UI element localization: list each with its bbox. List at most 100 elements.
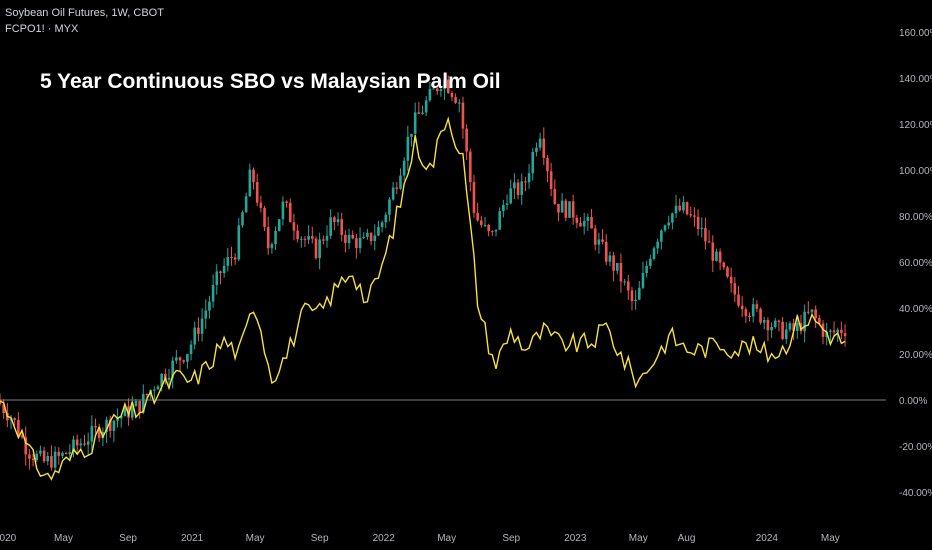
candle-body bbox=[255, 182, 259, 203]
candle-body bbox=[208, 301, 211, 311]
candle-body bbox=[197, 327, 200, 334]
candle-body bbox=[498, 211, 501, 230]
candle-body bbox=[454, 97, 457, 103]
candle-body bbox=[480, 220, 483, 225]
candle-body bbox=[612, 255, 615, 271]
candle-body bbox=[674, 205, 678, 214]
candle-body bbox=[788, 323, 792, 330]
candle-body bbox=[112, 420, 116, 431]
candle-body bbox=[119, 416, 123, 419]
candle-body bbox=[333, 217, 336, 222]
y-tick-label: -40.00% bbox=[899, 488, 932, 499]
candle-body bbox=[116, 418, 119, 421]
candle-body bbox=[557, 203, 560, 213]
candle-body bbox=[755, 304, 759, 309]
candle-body bbox=[171, 360, 174, 378]
candle-body bbox=[671, 213, 674, 223]
candle-body bbox=[31, 458, 35, 461]
x-tick-label: 2021 bbox=[181, 533, 204, 544]
candle-body bbox=[252, 169, 255, 183]
candle-body bbox=[64, 452, 68, 454]
candle-body bbox=[270, 244, 274, 249]
candle-body bbox=[773, 320, 777, 327]
candle-body bbox=[248, 169, 252, 197]
x-tick-label: May bbox=[629, 533, 648, 544]
candle-body bbox=[836, 329, 840, 333]
y-tick-label: 0.00% bbox=[899, 396, 927, 407]
candle-body bbox=[652, 248, 656, 259]
candle-body bbox=[630, 290, 634, 302]
candle-body bbox=[803, 311, 806, 332]
candle-body bbox=[663, 225, 667, 231]
candle-body bbox=[17, 419, 20, 436]
candle-body bbox=[362, 236, 366, 238]
candle-body bbox=[226, 257, 230, 266]
y-tick-label: 120.00% bbox=[899, 120, 932, 131]
x-tick-label: 2023 bbox=[564, 533, 587, 544]
candle-body bbox=[230, 257, 233, 259]
candle-body bbox=[303, 238, 307, 240]
candle-body bbox=[336, 219, 340, 222]
candle-body bbox=[843, 333, 847, 337]
candle-body bbox=[626, 281, 630, 291]
candle-body bbox=[13, 418, 16, 420]
candle-body bbox=[366, 232, 369, 237]
candle-body bbox=[770, 326, 773, 331]
compare-line-series bbox=[0, 116, 846, 481]
candle-body bbox=[296, 230, 299, 240]
candle-body bbox=[123, 406, 127, 417]
candle-body bbox=[97, 427, 101, 439]
candle-body bbox=[182, 360, 186, 362]
y-tick-label: 40.00% bbox=[899, 304, 932, 315]
y-tick-label: 20.00% bbox=[899, 350, 932, 361]
candle-body bbox=[748, 315, 751, 317]
candle-body bbox=[108, 419, 112, 431]
candle-body bbox=[127, 406, 130, 418]
x-tick-label: Sep bbox=[502, 533, 520, 544]
candle-body bbox=[432, 88, 435, 90]
candle-body bbox=[417, 112, 421, 114]
x-tick-label: 2022 bbox=[373, 533, 396, 544]
candle-body bbox=[72, 439, 75, 453]
candle-body bbox=[520, 181, 524, 195]
candle-body bbox=[505, 203, 509, 205]
candle-body bbox=[388, 199, 391, 215]
candle-body bbox=[435, 88, 439, 92]
candle-body bbox=[491, 231, 494, 233]
compare-legend[interactable]: FCPO1! · MYX bbox=[5, 23, 79, 35]
candle-body bbox=[90, 425, 94, 442]
candle-body bbox=[241, 212, 244, 226]
candle-body bbox=[524, 181, 527, 183]
candle-body bbox=[608, 255, 612, 262]
candle-body bbox=[579, 222, 582, 227]
candle-body bbox=[274, 230, 277, 245]
symbol-legend[interactable]: Soybean Oil Futures, 1W, CBOT bbox=[5, 7, 164, 19]
candle-body bbox=[623, 281, 626, 283]
y-tick-label: 60.00% bbox=[899, 258, 932, 269]
candle-body bbox=[744, 309, 748, 316]
candle-body bbox=[689, 214, 693, 216]
candle-body bbox=[2, 404, 5, 414]
candle-body bbox=[35, 453, 39, 461]
candle-body bbox=[641, 273, 645, 288]
candle-body bbox=[75, 439, 79, 446]
candle-body bbox=[722, 262, 726, 268]
candle-body bbox=[358, 237, 362, 249]
candle-body bbox=[285, 201, 288, 203]
candle-body bbox=[307, 236, 310, 240]
candle-body bbox=[685, 202, 689, 215]
candle-body bbox=[237, 225, 241, 260]
candle-body bbox=[402, 160, 406, 176]
candle-body bbox=[575, 217, 579, 223]
candle-body bbox=[299, 238, 303, 240]
candle-body bbox=[421, 112, 424, 114]
candle-body bbox=[130, 406, 134, 418]
candle-body bbox=[244, 196, 248, 213]
candle-body bbox=[344, 234, 347, 243]
candlestick-series bbox=[0, 73, 847, 471]
y-axis: 160.00% 140.00% 120.00% 100.00% 80.00% 60.00%… bbox=[899, 28, 932, 499]
candle-body bbox=[20, 435, 24, 438]
candle-body bbox=[634, 299, 637, 302]
candle-body bbox=[604, 241, 608, 262]
